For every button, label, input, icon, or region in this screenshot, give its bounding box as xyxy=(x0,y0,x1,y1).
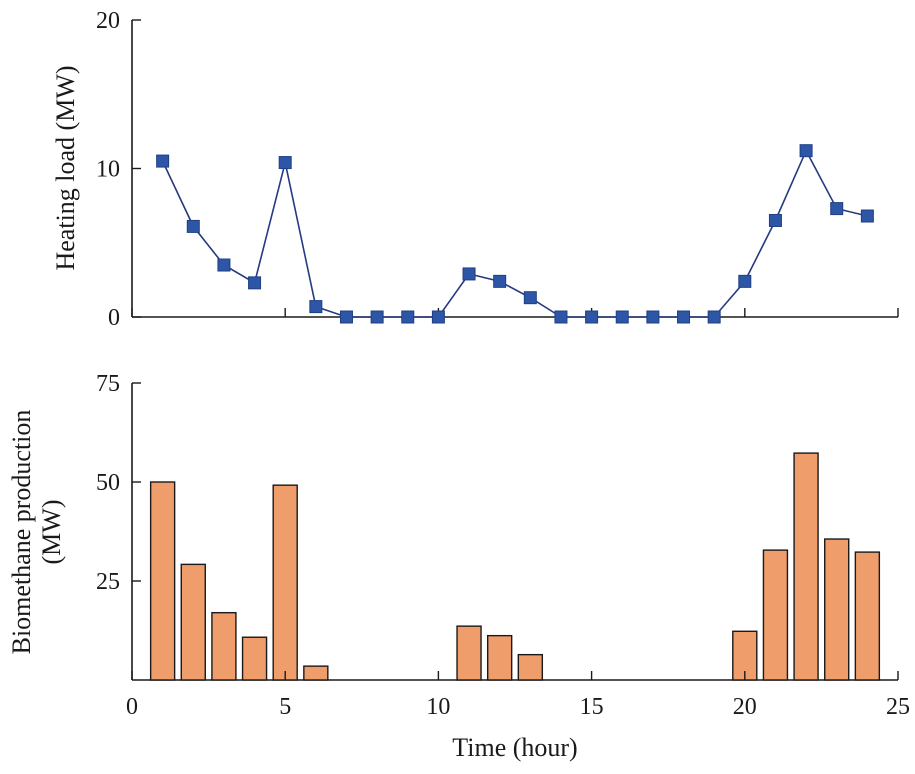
biomethane-bar xyxy=(211,611,237,681)
heating-load-point xyxy=(738,274,752,288)
heating-load-point xyxy=(248,276,262,290)
bottom-y-ticks: 25 50 75 xyxy=(96,371,141,595)
biomethane-bar xyxy=(303,665,329,681)
biomethane-bar xyxy=(762,549,789,681)
bottom-x-tick-label: 5 xyxy=(279,694,291,720)
heating-load-point xyxy=(768,213,782,227)
heating-load-series xyxy=(156,144,874,324)
heating-load-point xyxy=(217,258,231,272)
biomethane-bar xyxy=(149,481,176,681)
biomethane-bar xyxy=(854,551,881,681)
top-y-ticks: 0 10 20 xyxy=(96,8,141,331)
bottom-x-tick-label: 0 xyxy=(126,694,138,720)
heating-load-point xyxy=(186,219,200,233)
top-y-axis-label: Heating load (MW) xyxy=(51,65,80,270)
bottom-x-ticks: 0 5 10 15 20 25 xyxy=(126,671,910,720)
bottom-x-tick-label: 10 xyxy=(426,694,450,720)
heating-load-line xyxy=(161,148,868,318)
biomethane-bar xyxy=(517,653,544,681)
heating-load-point xyxy=(860,209,874,223)
heating-load-point xyxy=(156,154,170,168)
bottom-x-tick-label: 15 xyxy=(580,694,604,720)
top-y-tick-label: 0 xyxy=(108,305,120,331)
biomethane-bar xyxy=(486,634,513,681)
bottom-x-tick-label: 20 xyxy=(733,694,757,720)
bottom-y-axis-label-line2: (MW) xyxy=(37,500,66,565)
heating-load-point xyxy=(677,310,691,324)
heating-load-point xyxy=(523,291,537,305)
heating-load-point xyxy=(707,310,721,324)
heating-load-point xyxy=(646,310,660,324)
bottom-y-tick-label: 50 xyxy=(96,470,120,496)
top-x-ticks xyxy=(131,308,899,317)
heating-load-point xyxy=(462,267,476,281)
heating-load-point xyxy=(431,310,445,324)
heating-load-point xyxy=(309,300,323,314)
heating-load-point xyxy=(493,274,507,288)
heating-load-point xyxy=(278,156,292,170)
heating-load-point xyxy=(370,310,384,324)
biomethane-bar xyxy=(241,636,268,681)
biomethane-bars xyxy=(149,452,881,681)
biomethane-bar xyxy=(180,563,206,681)
biomethane-bar xyxy=(824,538,850,681)
heating-load-point xyxy=(585,310,599,324)
x-axis-label: Time (hour) xyxy=(452,733,577,762)
heating-load-point xyxy=(830,202,844,216)
heating-load-point xyxy=(615,310,629,324)
heating-load-point xyxy=(799,144,813,158)
heating-load-point xyxy=(554,310,568,324)
heating-load-panel: 0 10 20 Heating load (MW) xyxy=(51,8,899,331)
biomethane-bar xyxy=(793,452,819,681)
heating-load-point xyxy=(339,310,353,324)
bottom-y-axis-label-line1: Biomethane production xyxy=(7,410,36,655)
bottom-x-tick-label: 25 xyxy=(886,694,910,720)
top-y-tick-label: 20 xyxy=(96,8,120,34)
biomethane-bar xyxy=(456,625,482,681)
biomethane-bar xyxy=(272,484,298,681)
bottom-y-tick-label: 75 xyxy=(96,371,120,397)
bottom-y-tick-label: 25 xyxy=(96,569,120,595)
top-y-tick-label: 10 xyxy=(96,157,120,183)
heating-load-point xyxy=(401,310,415,324)
